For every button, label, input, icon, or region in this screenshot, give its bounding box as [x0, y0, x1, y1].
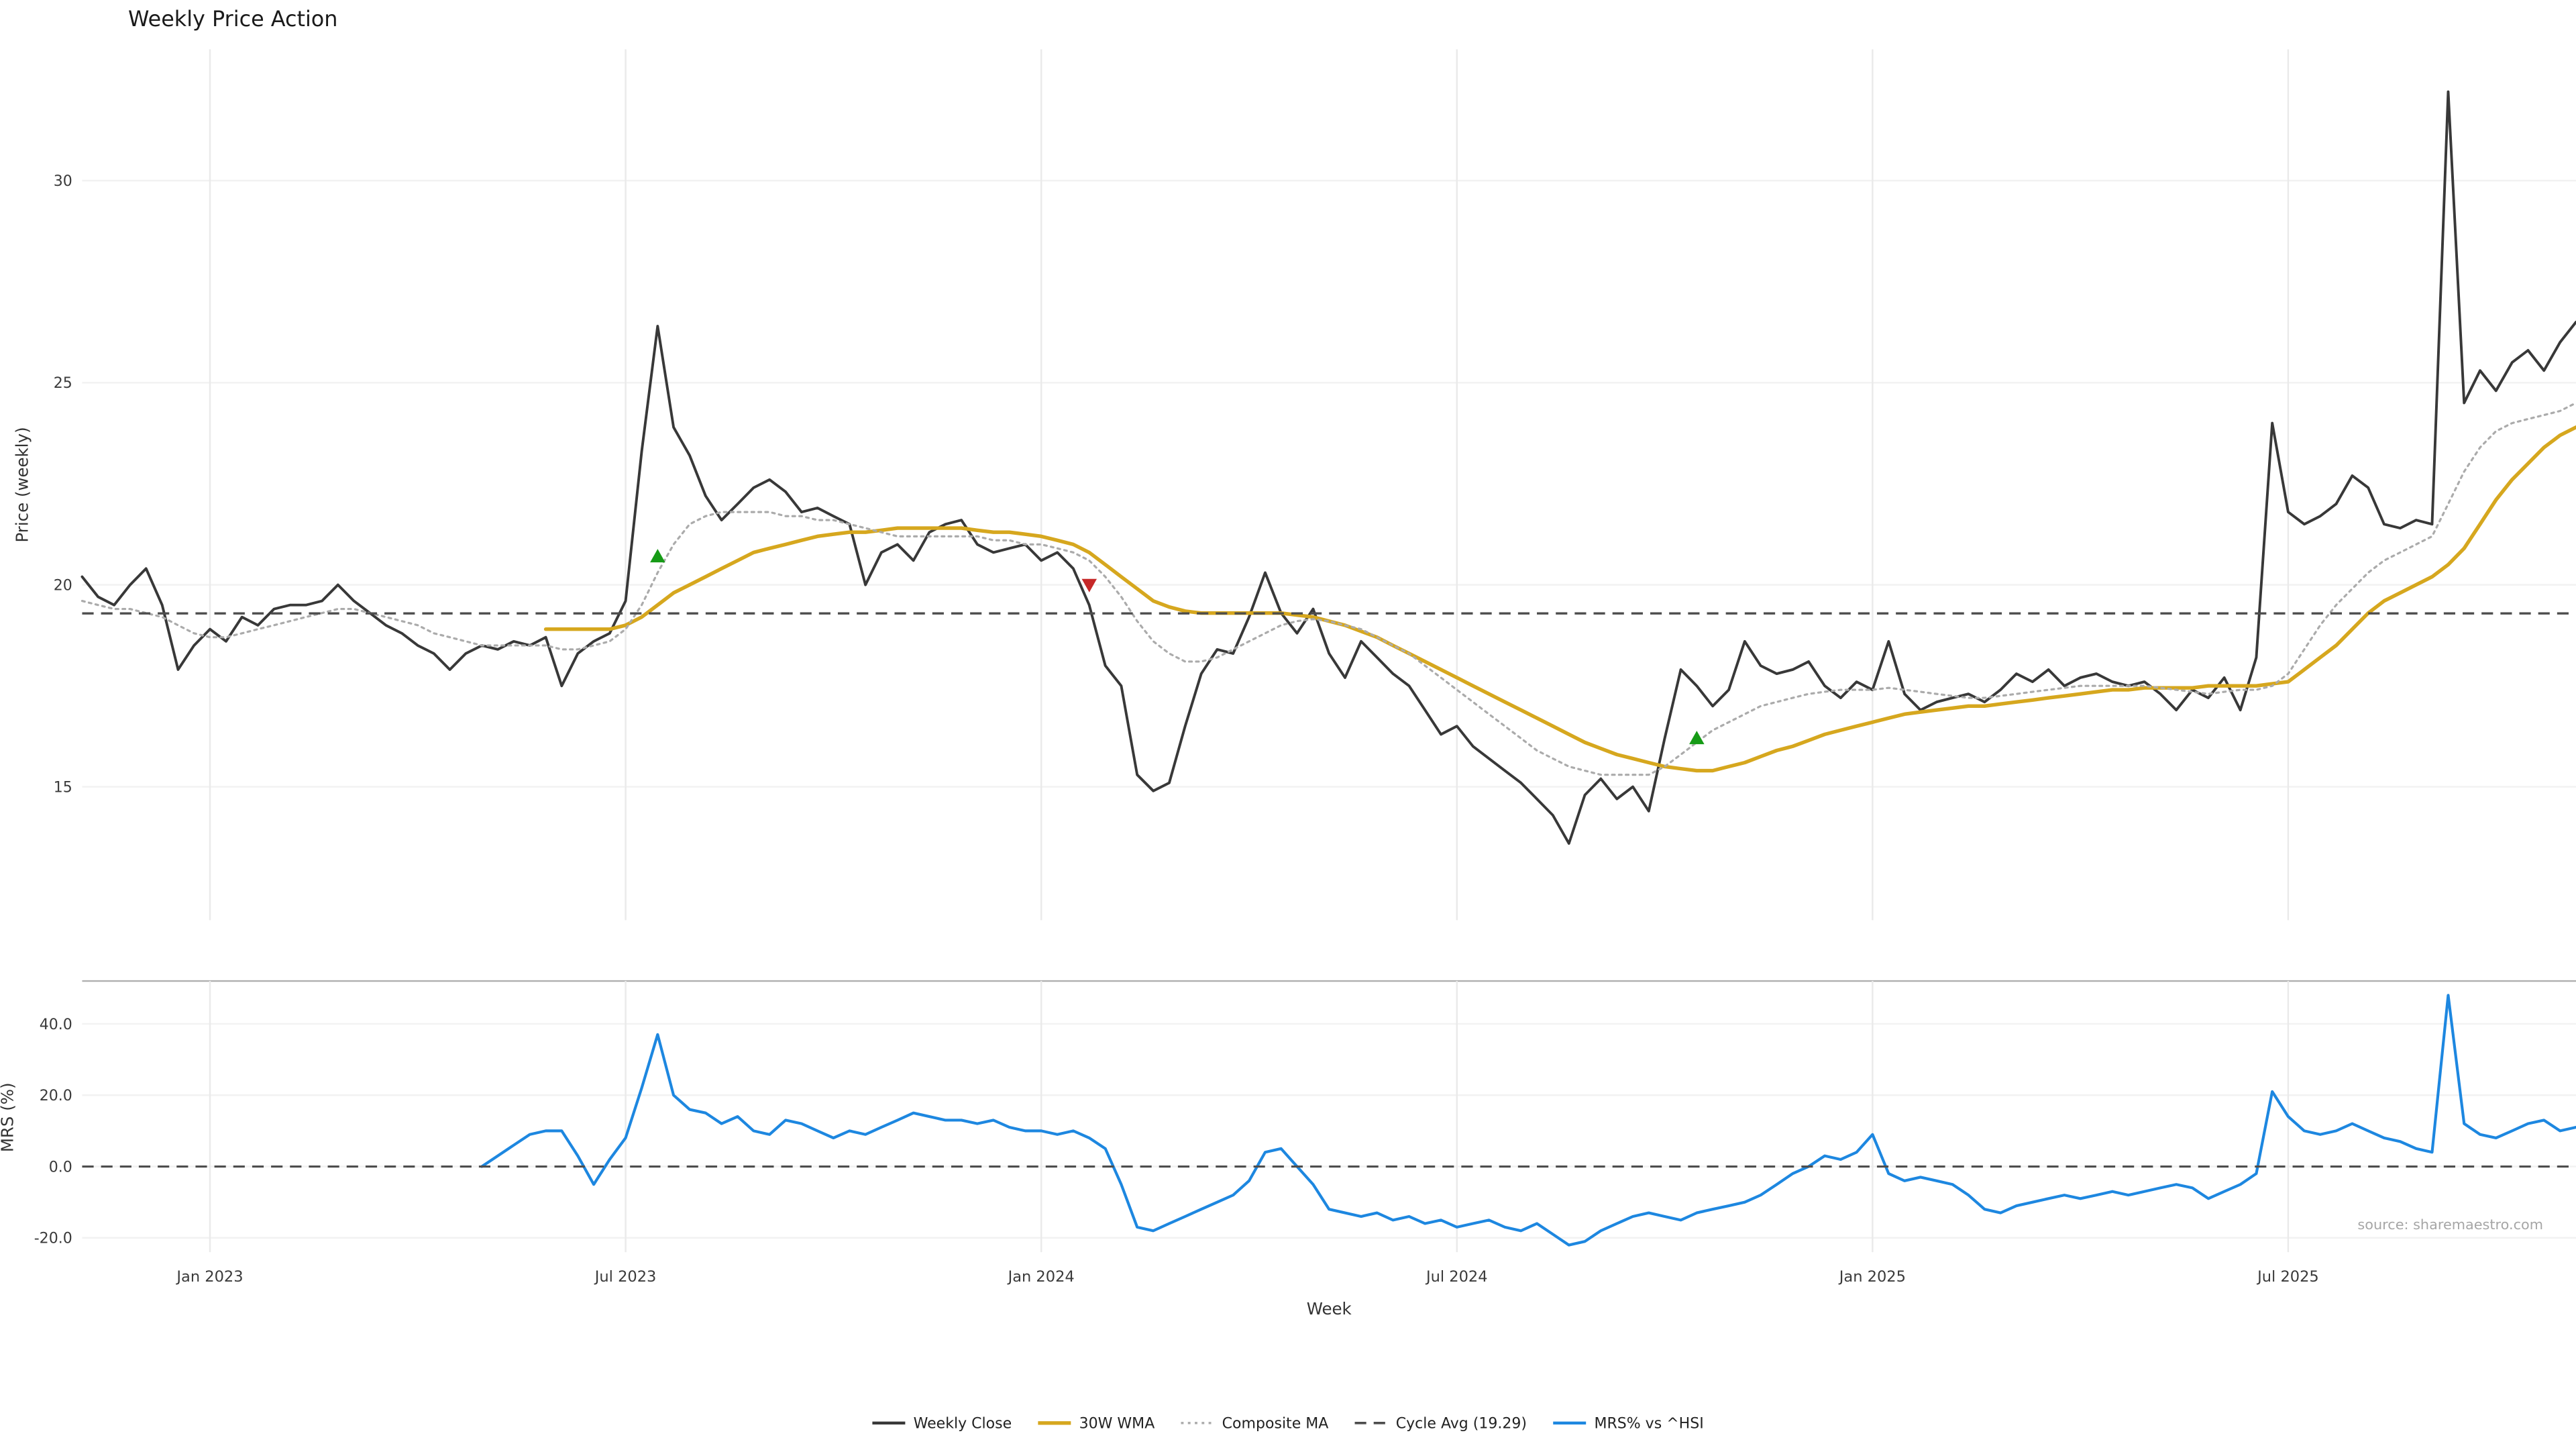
legend-label: 30W WMA	[1079, 1416, 1155, 1433]
legend-item: Cycle Avg (19.29)	[1354, 1416, 1527, 1433]
mrs-ytick-label: 40.0	[40, 1017, 72, 1033]
legend: Weekly Close 30W WMA Composite MA Cycle Avg…	[872, 1416, 1704, 1433]
price-ytick-label: 25	[54, 375, 72, 392]
x-tick-label: Jul 2023	[594, 1268, 657, 1286]
price-axis-label: Price (weekly)	[13, 427, 32, 542]
price-series	[80, 90, 2576, 845]
mrs-ytick-label: 0.0	[49, 1159, 72, 1176]
source-note: source: sharemaestro.com	[2357, 1216, 2543, 1233]
x-tick-labels: Jan 2023 Jul 2023 Jan 2024 Jul 2024 Jan 2025…	[175, 1268, 2318, 1286]
price-signals	[650, 549, 1705, 745]
legend-item: Composite MA	[1181, 1416, 1328, 1433]
series-30w-wma	[543, 425, 2576, 773]
buy-signal-marker	[1689, 731, 1705, 745]
price-ytick-labels: 15 20 25 30	[54, 173, 72, 796]
series-weekly-close	[80, 90, 2576, 845]
price-gridlines	[82, 49, 2576, 921]
chart-title: Weekly Price Action	[128, 6, 337, 32]
legend-label: MRS% vs ^HSI	[1594, 1416, 1703, 1433]
sell-signal-marker	[1081, 578, 1097, 592]
legend-item: MRS% vs ^HSI	[1553, 1416, 1704, 1433]
price-ytick-label: 15	[54, 779, 72, 796]
x-axis-label: Week	[1307, 1299, 1352, 1318]
x-tick-label: Jan 2024	[1007, 1268, 1075, 1286]
mrs-axis-label: MRS (%)	[0, 1082, 17, 1152]
legend-label: Weekly Close	[914, 1416, 1012, 1433]
series-mrs-vs-hsi	[480, 994, 2576, 1247]
mrs-series	[82, 994, 2576, 1247]
mrs-ytick-labels: -20.0 0.0 20.0 40.0	[34, 1017, 72, 1247]
mrs-panel: -20.0 0.0 20.0 40.0	[34, 981, 2576, 1253]
price-ytick-label: 30	[54, 173, 72, 190]
legend-item: Weekly Close	[872, 1416, 1012, 1433]
mrs-ytick-label: 20.0	[40, 1088, 72, 1104]
price-ytick-label: 20	[54, 577, 72, 594]
legend-item: 30W WMA	[1038, 1416, 1155, 1433]
buy-signal-marker	[650, 549, 665, 563]
legend-label: Cycle Avg (19.29)	[1396, 1416, 1527, 1433]
x-tick-label: Jul 2024	[1425, 1268, 1488, 1286]
x-tick-label: Jul 2025	[2256, 1268, 2319, 1286]
price-panel: 15 20 25 30	[54, 49, 2576, 921]
x-tick-label: Jan 2025	[1838, 1268, 1906, 1286]
x-tick-label: Jan 2023	[175, 1268, 243, 1286]
legend-label: Composite MA	[1222, 1416, 1329, 1433]
series-composite-ma	[80, 401, 2576, 776]
mrs-ytick-label: -20.0	[34, 1231, 72, 1247]
mrs-gridlines	[82, 981, 2576, 1253]
